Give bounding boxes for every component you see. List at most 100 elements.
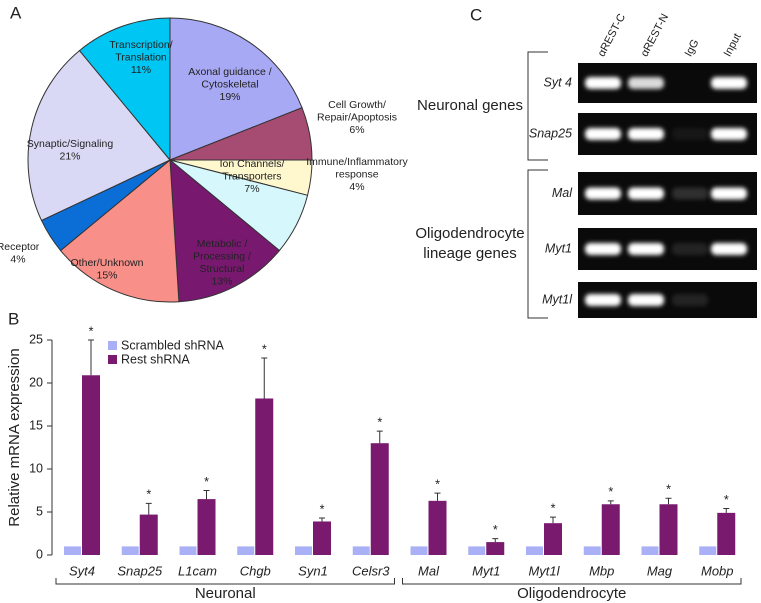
gel-bracket	[527, 51, 548, 161]
bar	[370, 443, 389, 555]
slice-label: Cytoskeletal	[201, 78, 258, 90]
error-bar	[550, 516, 556, 524]
y-tick-label: 20	[29, 375, 43, 389]
x-tick-label: Myt1	[472, 563, 500, 578]
bar	[486, 542, 505, 555]
gel-group-label: lineage genes	[423, 245, 516, 262]
slice-value: 13%	[211, 275, 232, 287]
gel-bracket	[527, 169, 548, 319]
significance: *	[89, 324, 94, 338]
slice-value: 4%	[10, 253, 25, 265]
legend-label: Rest shRNA	[121, 352, 190, 366]
pie-slice	[78, 17, 171, 162]
significance: *	[493, 523, 498, 537]
significance: *	[608, 485, 613, 499]
slice-value: 19%	[219, 91, 240, 103]
y-tick-label: 15	[29, 418, 43, 432]
slice-label: Repair/Apoptosis	[317, 111, 397, 123]
gel-band	[585, 243, 621, 255]
slice-label: Processing /	[193, 250, 251, 262]
slice-value: 6%	[349, 124, 364, 136]
gel-band	[711, 128, 747, 140]
bar	[197, 499, 216, 555]
bar	[255, 398, 274, 555]
slice-label: Structural	[200, 263, 245, 275]
gel-band	[711, 187, 747, 200]
gel-band	[585, 128, 621, 140]
x-tick-label: Celsr3	[352, 563, 390, 578]
gel-band	[711, 243, 747, 255]
gel-band	[585, 294, 621, 306]
pie-slice	[169, 17, 303, 161]
significance: *	[262, 342, 267, 356]
error-bar	[492, 538, 499, 543]
pie-slice	[27, 49, 171, 222]
error-bar	[319, 517, 325, 522]
group-bracket	[402, 578, 742, 585]
x-tick-label: Mobp	[701, 563, 734, 578]
slice-value: 4%	[349, 181, 364, 193]
bar	[526, 546, 543, 555]
error-bar	[261, 357, 268, 399]
y-axis-label: Relative mRNA expression	[6, 348, 23, 526]
gel-band	[628, 128, 664, 140]
x-tick-label: Syn1	[298, 563, 328, 578]
significance: *	[724, 493, 729, 507]
error-bar	[88, 339, 94, 376]
gel-band	[585, 187, 621, 200]
bar	[468, 546, 486, 555]
significance: *	[551, 501, 556, 515]
x-tick-label: Mag	[647, 563, 673, 578]
significance: *	[204, 475, 209, 489]
bar	[139, 514, 158, 555]
slice-value: 7%	[244, 183, 259, 195]
gel-band	[672, 243, 708, 255]
slice-label: Transcription/	[109, 39, 172, 51]
y-tick-label: 5	[36, 504, 43, 518]
y-tick-label: 0	[36, 547, 43, 561]
gel-column-label: αREST-N	[639, 12, 672, 59]
significance: *	[377, 415, 382, 429]
bar	[544, 523, 562, 555]
panel-label: C	[470, 5, 482, 24]
gel-band	[672, 187, 708, 200]
significance: *	[320, 502, 325, 516]
bar	[64, 546, 81, 555]
group-label: Oligodendrocyte	[517, 585, 626, 602]
slice-label: Metabolic /	[197, 238, 248, 250]
slice-label: Transporters	[222, 170, 281, 182]
gel-band	[585, 77, 621, 89]
gel-row-label: Myt1l	[542, 292, 573, 306]
bar	[237, 546, 255, 555]
significance: *	[146, 488, 151, 502]
y-tick-label: 10	[29, 461, 43, 475]
x-tick-label: Snap25	[117, 563, 163, 578]
gel-band	[628, 77, 664, 89]
x-tick-label: Mbp	[589, 563, 614, 578]
bar	[583, 546, 601, 555]
legend-label: Scrambled shRNA	[121, 338, 224, 352]
gel-band	[672, 294, 708, 306]
gel-group-label: Neuronal genes	[417, 97, 523, 114]
bar	[717, 512, 736, 555]
slice-value: 11%	[131, 64, 151, 76]
y-tick-label: 25	[29, 332, 43, 346]
error-bar	[665, 497, 672, 505]
significance: *	[435, 477, 440, 491]
bar	[313, 521, 331, 555]
gel-group-label: Oligodendrocyte	[415, 225, 524, 242]
bar	[121, 546, 139, 555]
error-bar	[376, 430, 383, 444]
gel-row-label: Myt1	[545, 241, 572, 255]
bar	[641, 546, 659, 555]
slice-value: 21%	[59, 150, 80, 162]
gel-column-label: αREST-C	[596, 12, 629, 59]
error-bar	[434, 492, 441, 501]
gel-column-label: Input	[722, 32, 744, 59]
bar	[295, 546, 312, 555]
slice-label: Synaptic/Signaling	[27, 138, 114, 150]
slice-label: Immune/Inflammatory	[306, 156, 408, 168]
gel-row-label: Syt 4	[544, 75, 573, 89]
bar	[428, 500, 447, 555]
